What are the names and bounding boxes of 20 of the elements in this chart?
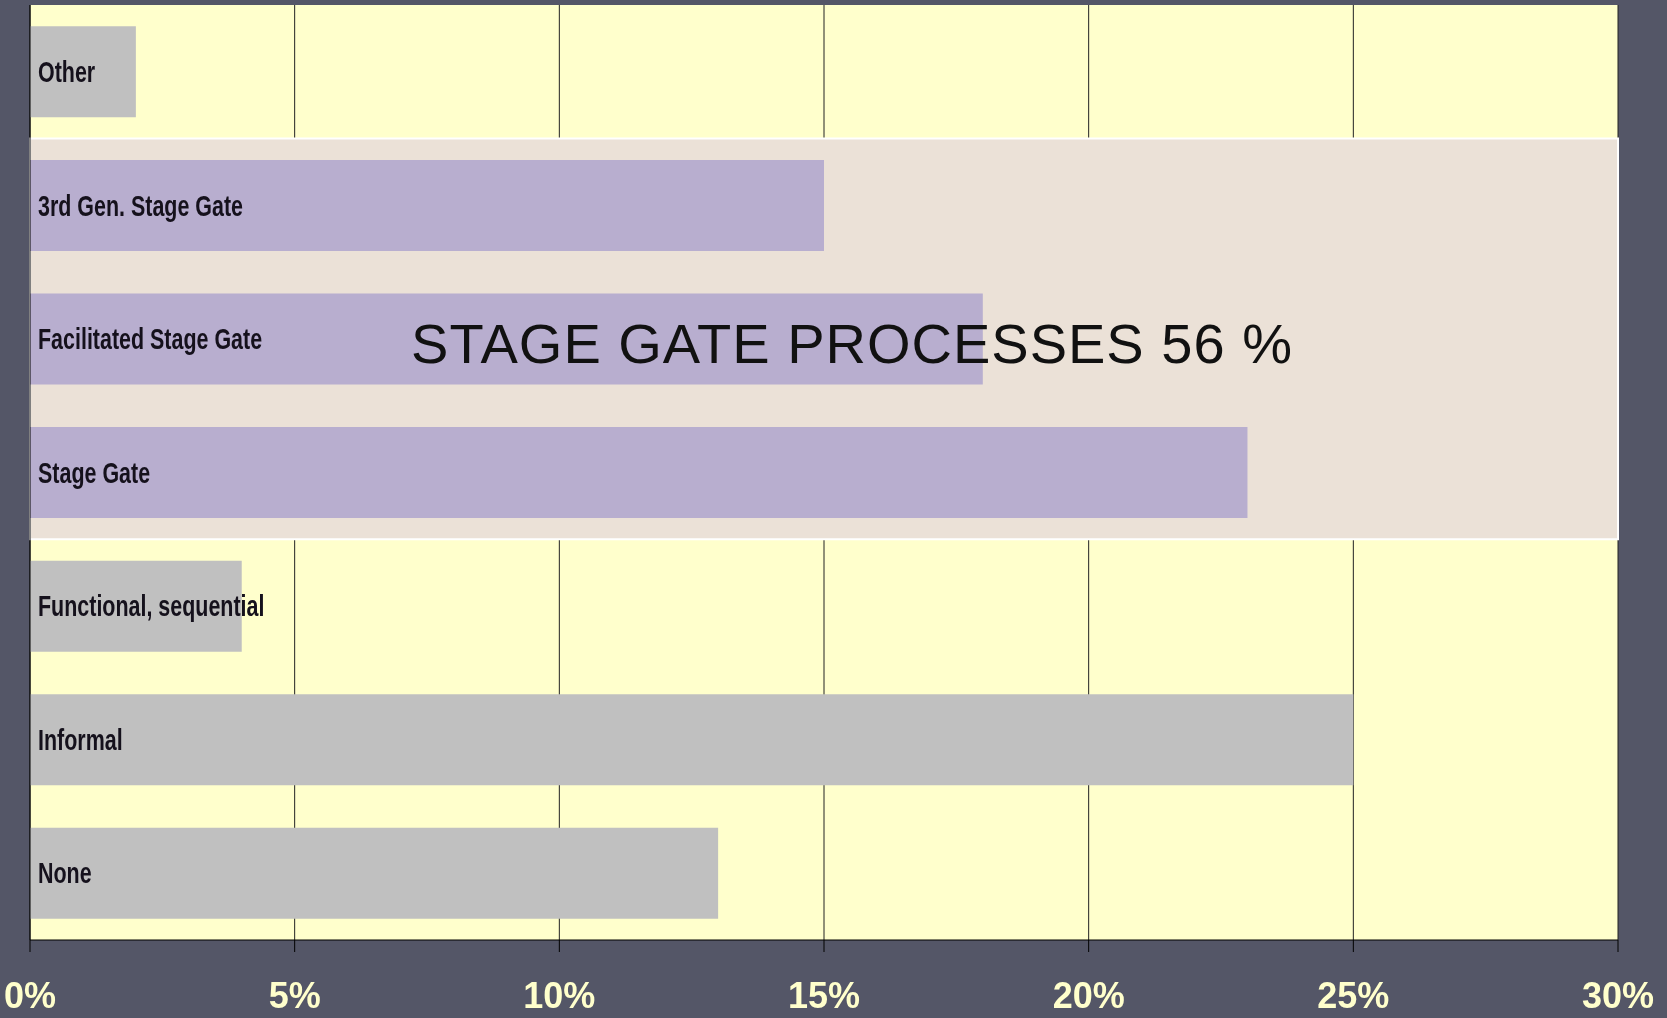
x-tick-label: 0%: [3, 974, 57, 1016]
x-tick-label: 30%: [1581, 974, 1655, 1016]
y-tick-label: 3rd Gen. Stage Gate: [38, 189, 244, 222]
bar: [30, 694, 1354, 786]
y-tick-label: None: [38, 857, 92, 890]
bar: [30, 159, 824, 251]
y-tick-label: Informal: [38, 723, 123, 756]
y-tick-label: Stage Gate: [38, 456, 151, 489]
bar: [30, 26, 136, 118]
x-tick-label: 10%: [523, 974, 596, 1016]
y-tick-label: Functional, sequential: [38, 590, 265, 622]
x-tick-label: 5%: [268, 974, 321, 1016]
bar: [30, 827, 719, 919]
y-tick-label: Other: [38, 55, 96, 88]
x-tick-label: 15%: [787, 974, 861, 1016]
y-tick-label: Facilitated Stage Gate: [38, 322, 263, 355]
x-tick-label: 20%: [1052, 974, 1125, 1016]
x-tick-label: 25%: [1317, 974, 1390, 1016]
band-label: STAGE GATE PROCESSES 56 %: [411, 311, 1293, 375]
bar: [30, 427, 1248, 519]
